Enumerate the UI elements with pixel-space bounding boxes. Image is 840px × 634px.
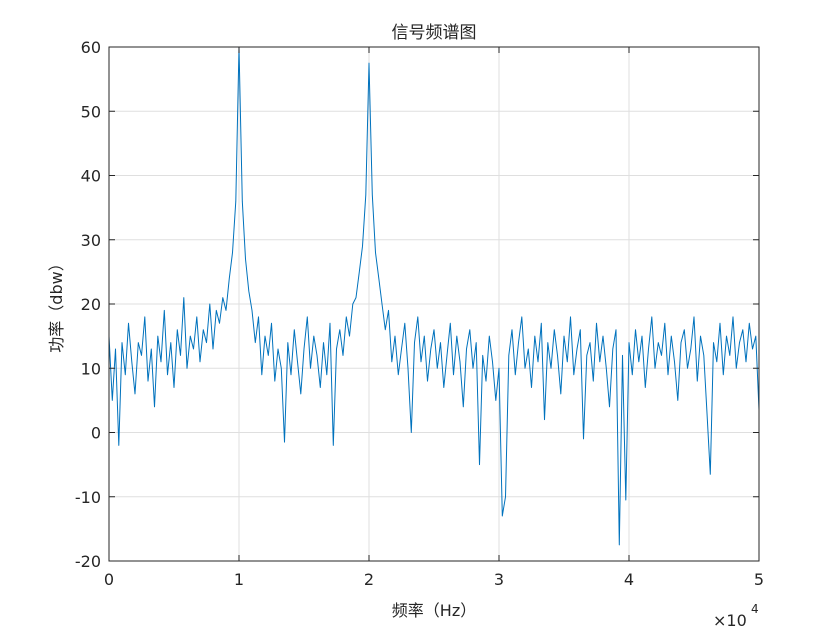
x-tick-label: 2 bbox=[364, 570, 374, 589]
x-tick-label: 4 bbox=[624, 570, 634, 589]
y-tick-label: 20 bbox=[81, 295, 101, 314]
x-tick-label: 3 bbox=[494, 570, 504, 589]
y-tick-label: -10 bbox=[75, 488, 101, 507]
y-tick-label: 0 bbox=[91, 424, 101, 443]
x-tick-label: 5 bbox=[754, 570, 764, 589]
spectrum-line bbox=[108, 46, 760, 546]
y-tick-label: 10 bbox=[81, 359, 101, 378]
x-axis-label: 频率（Hz） bbox=[392, 601, 476, 620]
chart-title: 信号频谱图 bbox=[392, 23, 477, 43]
y-tick-label: 60 bbox=[81, 38, 101, 57]
y-tick-label: 40 bbox=[81, 167, 101, 186]
y-tick-label: -20 bbox=[75, 552, 101, 571]
ticks: 0 1 2 3 4 5 -20 -10 0 10 20 30 40 50 60 bbox=[75, 38, 764, 589]
y-tick-label: 50 bbox=[81, 102, 101, 121]
x-tick-label: 1 bbox=[234, 570, 244, 589]
y-tick-label: 30 bbox=[81, 231, 101, 250]
y-axis-label: 功率（dbw） bbox=[47, 255, 66, 352]
x-tick-label: 0 bbox=[104, 570, 114, 589]
x-exponent-power: 4 bbox=[751, 602, 759, 616]
x-exponent-label: ×10 bbox=[713, 611, 747, 630]
